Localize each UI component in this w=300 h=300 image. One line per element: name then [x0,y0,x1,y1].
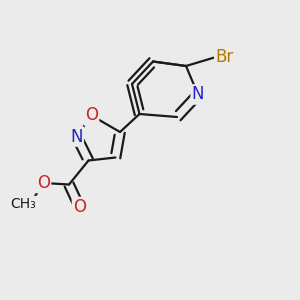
Text: N: N [70,128,83,146]
Text: O: O [73,198,86,216]
Text: N: N [192,85,204,103]
Text: CH₃: CH₃ [11,197,36,211]
Text: O: O [37,174,50,192]
Text: O: O [85,106,98,124]
Text: Br: Br [215,48,233,66]
